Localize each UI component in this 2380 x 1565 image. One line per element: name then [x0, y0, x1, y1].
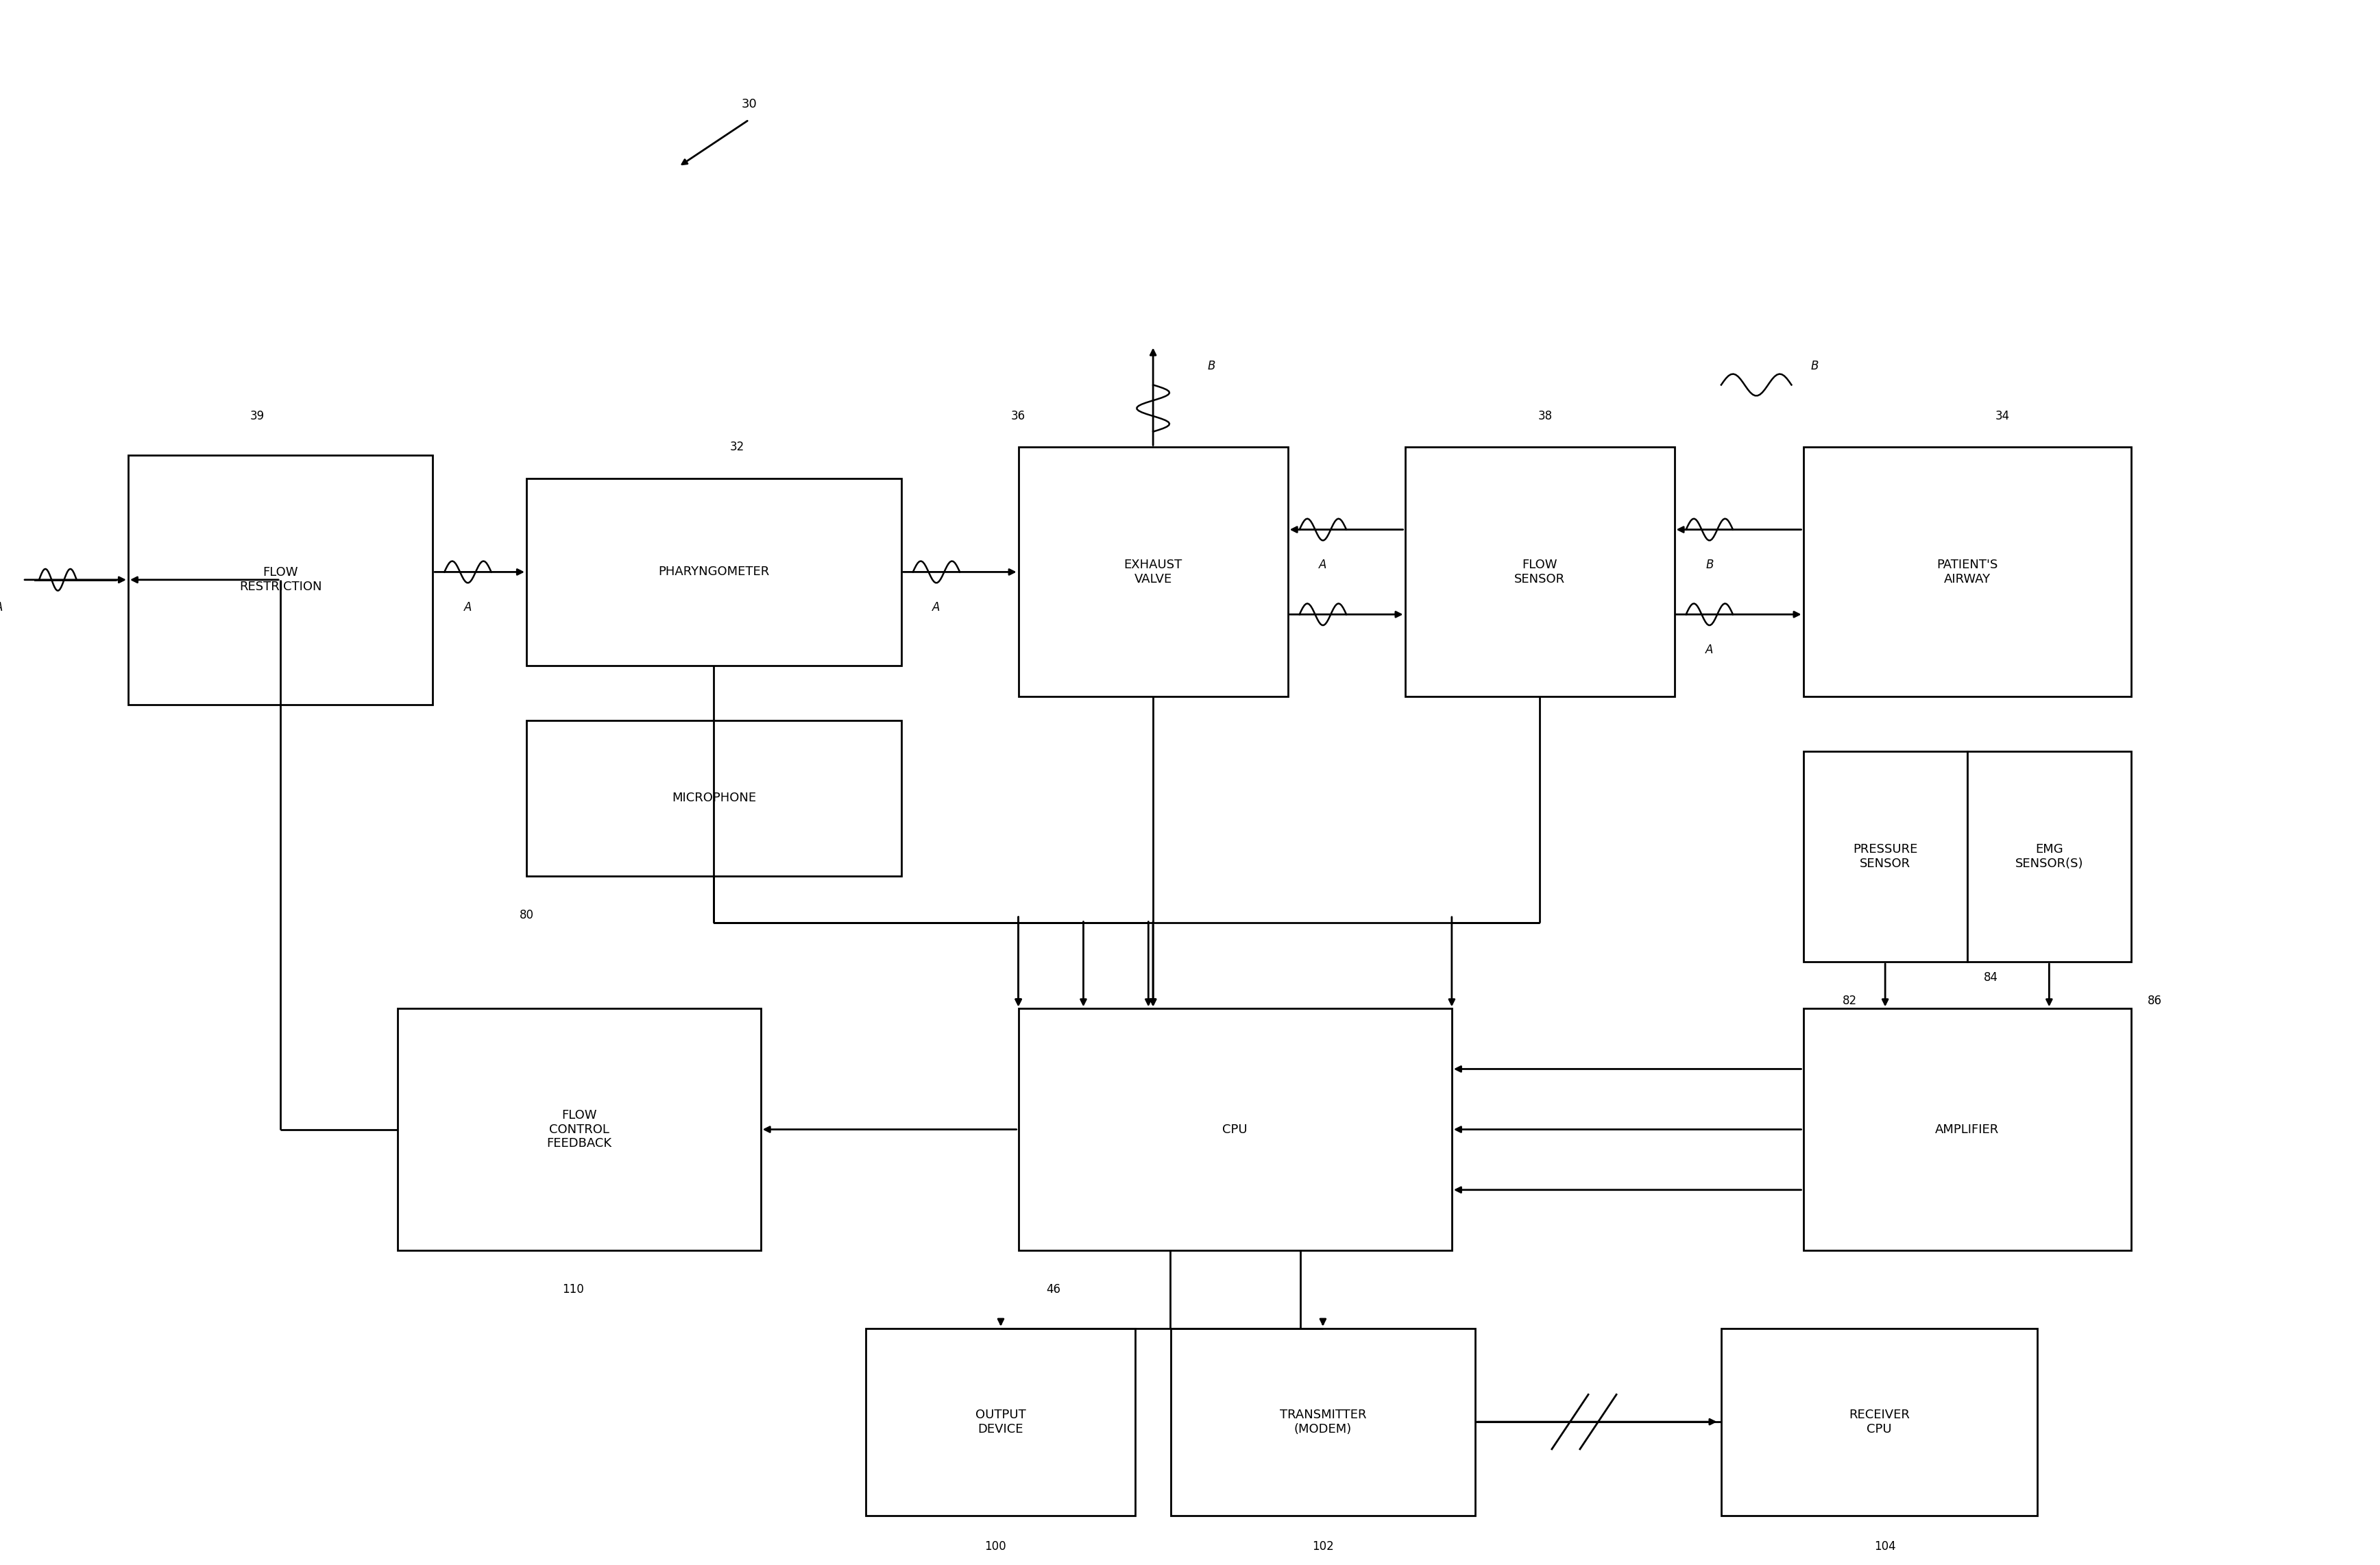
- Bar: [1019, 1008, 1452, 1250]
- Text: 46: 46: [1047, 1283, 1061, 1296]
- Bar: [1721, 1329, 2037, 1515]
- Text: 100: 100: [983, 1540, 1007, 1552]
- Text: PATIENT'S
AIRWAY: PATIENT'S AIRWAY: [1937, 559, 1997, 585]
- Bar: [526, 479, 902, 665]
- Text: 30: 30: [740, 99, 757, 111]
- Text: 80: 80: [519, 909, 533, 922]
- Bar: [1171, 1329, 1476, 1515]
- Text: B: B: [1706, 559, 1714, 571]
- Text: 84: 84: [1983, 972, 1997, 983]
- Text: FLOW
SENSOR: FLOW SENSOR: [1514, 559, 1566, 585]
- Bar: [526, 720, 902, 876]
- Text: 86: 86: [2147, 995, 2161, 1006]
- Text: A: A: [0, 601, 2, 613]
- Text: AMPLIFIER: AMPLIFIER: [1935, 1124, 1999, 1136]
- Bar: [1804, 751, 1968, 962]
- Text: A: A: [933, 601, 940, 613]
- Bar: [1968, 751, 2130, 962]
- Bar: [1804, 448, 2130, 696]
- Text: A: A: [464, 601, 471, 613]
- Text: 82: 82: [1842, 995, 1856, 1006]
- Text: 38: 38: [1537, 410, 1552, 423]
- Bar: [1019, 448, 1288, 696]
- Text: 32: 32: [731, 441, 745, 454]
- Text: TRANSMITTER
(MODEM): TRANSMITTER (MODEM): [1280, 1408, 1366, 1435]
- Text: 39: 39: [250, 410, 264, 423]
- Text: A: A: [1706, 643, 1714, 656]
- Bar: [1804, 1008, 2130, 1250]
- Text: FLOW
CONTROL
FEEDBACK: FLOW CONTROL FEEDBACK: [547, 1110, 612, 1150]
- Text: EMG
SENSOR(S): EMG SENSOR(S): [2016, 844, 2082, 870]
- Text: A: A: [1319, 559, 1326, 571]
- Text: PRESSURE
SENSOR: PRESSURE SENSOR: [1852, 844, 1918, 870]
- Text: MICROPHONE: MICROPHONE: [671, 792, 757, 804]
- Text: EXHAUST
VALVE: EXHAUST VALVE: [1123, 559, 1183, 585]
- Text: PHARYNGOMETER: PHARYNGOMETER: [659, 567, 769, 577]
- Text: 34: 34: [1994, 410, 2009, 423]
- Bar: [866, 1329, 1135, 1515]
- Text: B: B: [1811, 360, 1818, 372]
- Bar: [397, 1008, 762, 1250]
- Text: CPU: CPU: [1223, 1124, 1247, 1136]
- Text: FLOW
RESTRICTION: FLOW RESTRICTION: [238, 567, 321, 593]
- Text: 110: 110: [562, 1283, 583, 1296]
- Text: RECEIVER
CPU: RECEIVER CPU: [1849, 1408, 1909, 1435]
- Bar: [129, 455, 433, 704]
- Bar: [1404, 448, 1673, 696]
- Text: 36: 36: [1011, 410, 1026, 423]
- Text: OUTPUT
DEVICE: OUTPUT DEVICE: [976, 1408, 1026, 1435]
- Text: 102: 102: [1311, 1540, 1333, 1552]
- Text: B: B: [1207, 360, 1216, 372]
- Text: 104: 104: [1875, 1540, 1897, 1552]
